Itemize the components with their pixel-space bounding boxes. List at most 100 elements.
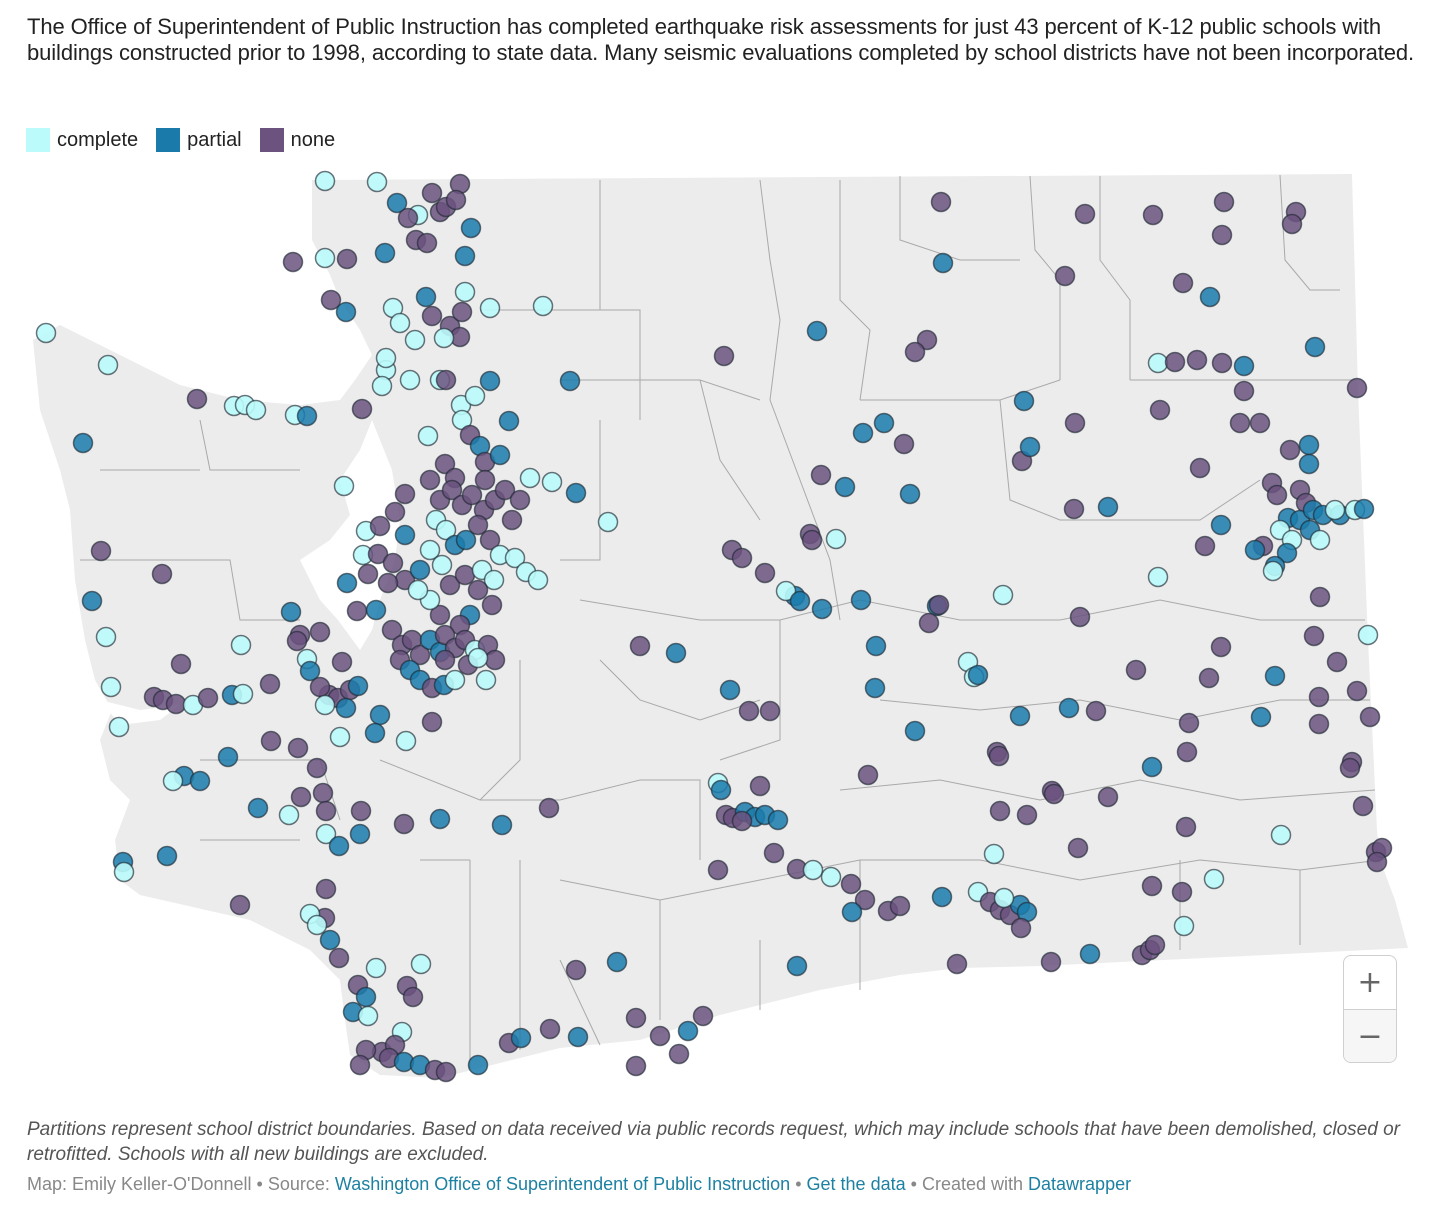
school-dot-none[interactable] <box>509 489 531 511</box>
school-dot-none[interactable] <box>904 341 926 363</box>
school-dot-none[interactable] <box>421 182 443 204</box>
school-dot-none[interactable] <box>1346 680 1368 702</box>
school-dot-none[interactable] <box>707 859 729 881</box>
school-dot-partial[interactable] <box>386 192 408 214</box>
school-dot-partial[interactable] <box>1058 697 1080 719</box>
school-dot-none[interactable] <box>320 289 342 311</box>
school-dot-complete[interactable] <box>775 580 797 602</box>
school-dot-none[interactable] <box>1175 816 1197 838</box>
school-dot-complete[interactable] <box>532 295 554 317</box>
school-dot-none[interactable] <box>1164 351 1186 373</box>
school-dot-none[interactable] <box>692 1005 714 1027</box>
school-dot-partial[interactable] <box>349 823 371 845</box>
school-dot-partial[interactable] <box>806 320 828 342</box>
school-dot-complete[interactable] <box>519 467 541 489</box>
school-dot-none[interactable] <box>309 676 331 698</box>
school-dot-complete[interactable] <box>479 297 501 319</box>
school-dot-none[interactable] <box>889 895 911 917</box>
school-dot-partial[interactable] <box>710 779 732 801</box>
school-dot-partial[interactable] <box>460 217 482 239</box>
school-dot-none[interactable] <box>350 800 372 822</box>
school-dot-complete[interactable] <box>314 170 336 192</box>
school-dot-complete[interactable] <box>802 859 824 881</box>
school-dot-none[interactable] <box>1171 881 1193 903</box>
school-dot-complete[interactable] <box>464 385 486 407</box>
school-dot-none[interactable] <box>435 1061 457 1083</box>
school-dot-partial[interactable] <box>328 835 350 857</box>
school-dot-none[interactable] <box>467 579 489 601</box>
school-dot-partial[interactable] <box>189 770 211 792</box>
school-dot-none[interactable] <box>441 479 463 501</box>
school-dot-none[interactable] <box>1211 224 1233 246</box>
school-dot-partial[interactable] <box>72 432 94 454</box>
school-dot-none[interactable] <box>1189 457 1211 479</box>
school-dot-complete[interactable] <box>1173 915 1195 937</box>
school-dot-partial[interactable] <box>559 370 581 392</box>
school-dot-none[interactable] <box>1172 272 1194 294</box>
school-dot-complete[interactable] <box>389 312 411 334</box>
school-dot-none[interactable] <box>306 757 328 779</box>
school-dot-complete[interactable] <box>371 375 393 397</box>
school-dot-partial[interactable] <box>864 677 886 699</box>
datawrapper-link[interactable]: Datawrapper <box>1028 1174 1132 1194</box>
school-dot-none[interactable] <box>946 953 968 975</box>
school-dot-none[interactable] <box>928 594 950 616</box>
school-dot-complete[interactable] <box>35 322 57 344</box>
school-dot-complete[interactable] <box>475 669 497 691</box>
school-dot-none[interactable] <box>649 1025 671 1047</box>
school-dot-partial[interactable] <box>415 286 437 308</box>
school-dot-partial[interactable] <box>247 797 269 819</box>
school-dot-none[interactable] <box>434 453 456 475</box>
school-dot-complete[interactable] <box>820 866 842 888</box>
school-dot-none[interactable] <box>90 540 112 562</box>
school-dot-none[interactable] <box>1125 659 1147 681</box>
school-dot-none[interactable] <box>1308 713 1330 735</box>
school-dot-none[interactable] <box>539 1018 561 1040</box>
school-dot-none[interactable] <box>1063 498 1085 520</box>
school-dot-partial[interactable] <box>394 524 416 546</box>
school-dot-none[interactable] <box>454 564 476 586</box>
school-dot-partial[interactable] <box>365 599 387 621</box>
school-dot-complete[interactable] <box>329 726 351 748</box>
school-dot-none[interactable] <box>501 509 523 531</box>
school-dot-partial[interactable] <box>665 642 687 664</box>
school-dot-none[interactable] <box>1141 875 1163 897</box>
school-dot-none[interactable] <box>481 594 503 616</box>
school-dot-partial[interactable] <box>967 664 989 686</box>
school-dot-none[interactable] <box>538 797 560 819</box>
school-dot-none[interactable] <box>1067 837 1089 859</box>
school-dot-complete[interactable] <box>504 547 526 569</box>
school-dot-complete[interactable] <box>232 683 254 705</box>
school-dot-complete[interactable] <box>1309 529 1331 551</box>
school-dot-none[interactable] <box>402 986 424 1008</box>
school-dot-partial[interactable] <box>299 660 321 682</box>
school-dot-complete[interactable] <box>597 511 619 533</box>
school-dot-none[interactable] <box>1040 951 1062 973</box>
school-dot-complete[interactable] <box>483 569 505 591</box>
school-dot-complete[interactable] <box>541 471 563 493</box>
school-dot-none[interactable] <box>409 644 431 666</box>
school-dot-none[interactable] <box>429 604 451 626</box>
school-dot-partial[interactable] <box>280 601 302 623</box>
school-dot-partial[interactable] <box>1298 434 1320 456</box>
school-dot-none[interactable] <box>367 543 389 565</box>
school-dot-partial[interactable] <box>931 886 953 908</box>
school-dot-complete[interactable] <box>399 369 421 391</box>
school-dot-partial[interactable] <box>677 1020 699 1042</box>
school-dot-none[interactable] <box>165 693 187 715</box>
school-dot-none[interactable] <box>349 1054 371 1076</box>
school-dot-complete[interactable] <box>825 528 847 550</box>
school-dot-none[interactable] <box>434 649 456 671</box>
school-dot-none[interactable] <box>989 800 1011 822</box>
school-dot-partial[interactable] <box>1013 390 1035 412</box>
school-dot-none[interactable] <box>445 189 467 211</box>
school-dot-none[interactable] <box>151 563 173 585</box>
school-dot-none[interactable] <box>394 483 416 505</box>
school-dot-partial[interactable] <box>454 245 476 267</box>
school-dot-none[interactable] <box>170 653 192 675</box>
school-dot-partial[interactable] <box>850 589 872 611</box>
school-dot-none[interactable] <box>1249 412 1271 434</box>
school-dot-none[interactable] <box>1016 804 1038 826</box>
school-dot-none[interactable] <box>625 1007 647 1029</box>
school-dot-none[interactable] <box>759 700 781 722</box>
